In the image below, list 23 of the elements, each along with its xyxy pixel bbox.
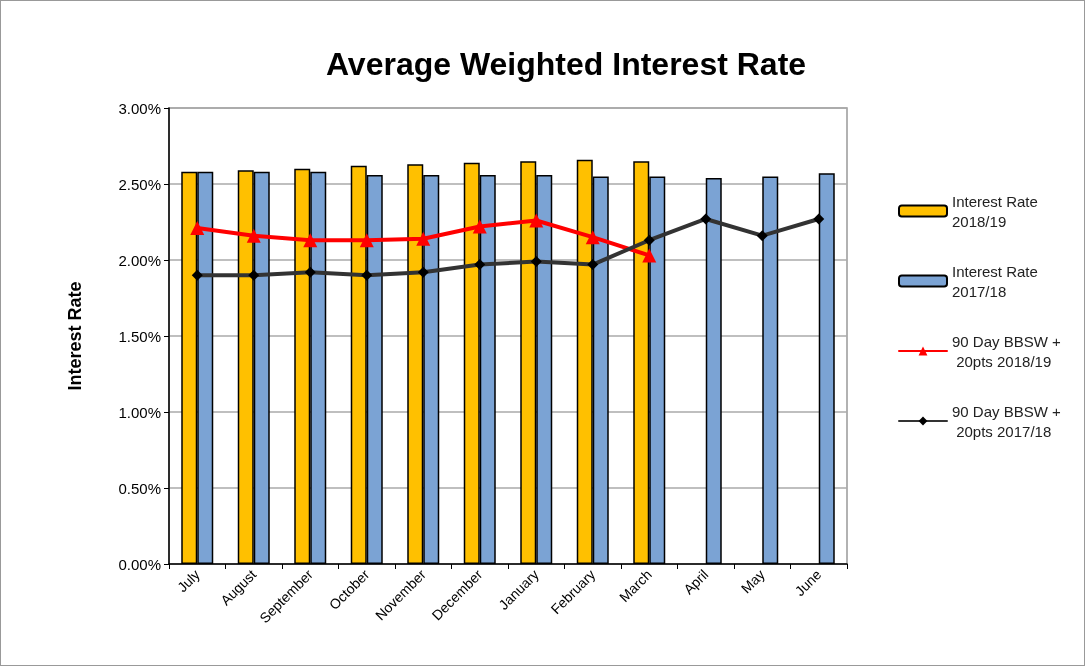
legend-label: 90 Day BBSW + 20pts 2017/18	[952, 402, 1062, 440]
y-axis-title: Interest Rate	[65, 281, 85, 391]
point	[359, 233, 374, 248]
chart-title: Average Weighted Interest Rate	[325, 46, 807, 82]
point	[642, 248, 657, 263]
y-tick-label: 1.50%	[118, 327, 161, 345]
point	[190, 221, 205, 236]
y-tick-label: 0.50%	[118, 479, 161, 497]
point	[416, 231, 431, 246]
point	[246, 228, 261, 243]
point	[585, 230, 600, 245]
point	[472, 219, 487, 234]
legend-label: 90 Day BBSW + 20pts 2018/19	[952, 332, 1062, 370]
y-tick-label: 0.00%	[118, 555, 161, 573]
y-tick-label: 3.00%	[118, 99, 161, 117]
x-tick-label: July	[174, 566, 203, 596]
y-tick-label: 2.00%	[118, 251, 161, 269]
legend-label: Interest Rate 2018/19	[952, 192, 1043, 230]
point	[303, 233, 318, 248]
y-tick-label: 1.00%	[118, 403, 161, 421]
legend-label: Interest Rate 2017/18	[952, 262, 1043, 300]
y-tick-label: 2.50%	[118, 175, 161, 193]
point	[529, 213, 544, 228]
